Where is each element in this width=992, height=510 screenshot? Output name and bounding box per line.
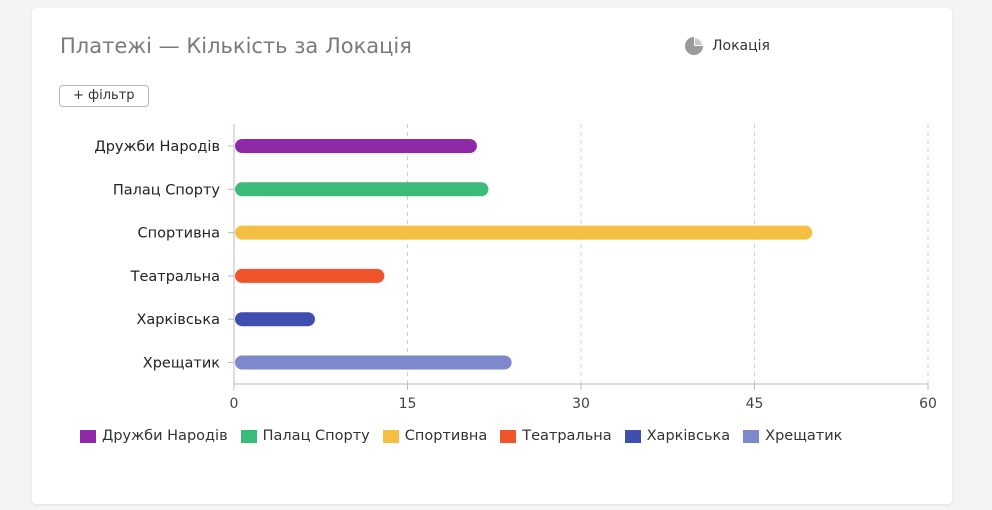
x-tick-label: 45 [746,396,764,412]
bar-chart: 0 15 30 45 60 Дружби Народів Палац Спорту Спорт… [94,124,937,412]
x-tick-label: 0 [230,396,239,412]
legend-swatch [80,429,96,443]
add-filter-button[interactable]: + фільтр [59,85,149,107]
pie-chart-icon [685,37,703,55]
x-tick-label: 30 [572,396,590,412]
legend-swatch [240,429,257,443]
legend-swatch [624,429,641,443]
y-category-label: Харківська [136,312,220,328]
bar[interactable] [235,268,385,283]
legend-item[interactable]: Театральна [500,428,612,444]
legend-item[interactable]: Хрещатик [743,428,842,444]
legend-label: Харківська [646,428,731,444]
group-by-label: Локація [712,38,770,54]
legend-item[interactable]: Дружби Народів [80,428,228,444]
bar[interactable] [235,225,813,240]
legend-item[interactable]: Харківська [624,428,731,444]
y-category-label: Хрещатик [143,356,220,372]
x-tick-label: 60 [919,396,937,412]
y-category-label: Палац Спорту [113,182,221,198]
legend-label: Хрещатик [765,428,843,444]
legend-item[interactable]: Спортивна [382,428,488,444]
bar[interactable] [235,139,477,153]
chart-title: Платежі — Кількість за Локація [60,34,412,58]
legend-swatch [500,429,517,443]
legend-swatch [382,429,399,443]
bar[interactable] [235,182,489,197]
y-category-label: Театральна [130,269,220,285]
y-category-label: Дружби Народів [94,139,220,155]
legend-label: Спортивна [404,428,488,444]
x-tick-label: 15 [399,396,417,412]
legend-label: Дружби Народів [102,428,228,444]
legend-swatch [743,429,760,443]
legend-label: Палац Спорту [262,428,370,444]
chart-card: Платежі — Кількість за Локація Локація +… [32,8,952,504]
bar[interactable] [235,312,315,327]
bar[interactable] [235,355,512,370]
legend-label: Театральна [522,428,612,444]
legend-item[interactable]: Палац Спорту [240,428,370,444]
group-by-selector[interactable]: Локація [684,36,770,56]
y-category-label: Спортивна [138,226,220,242]
chart-legend: Дружби Народів Палац Спорту Спортивна Театр… [80,428,855,444]
